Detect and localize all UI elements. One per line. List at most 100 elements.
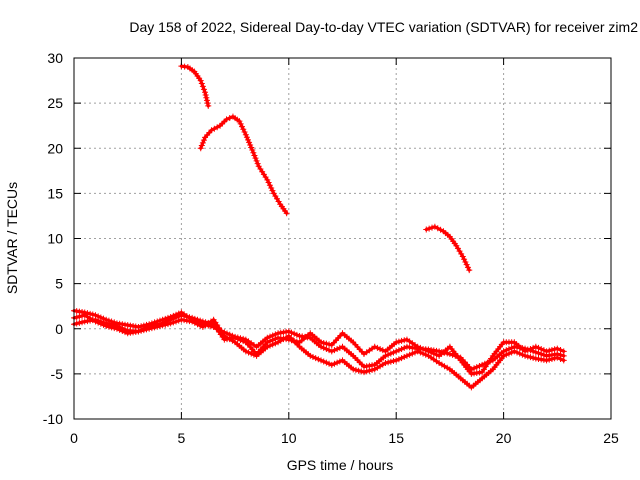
data-point-marker xyxy=(401,353,408,360)
data-point-marker xyxy=(355,367,362,374)
data-point-marker xyxy=(326,347,333,354)
data-point-marker xyxy=(240,126,247,133)
data-point-marker xyxy=(119,328,126,335)
tick-labels: 0 5 10 15 20 25 -10 -5 0 5 10 15 20 25 30 xyxy=(43,50,619,446)
data-point-marker xyxy=(522,348,529,355)
data-point-marker xyxy=(429,224,435,231)
data-point-marker xyxy=(446,351,453,358)
data-point-marker xyxy=(253,157,260,164)
data-point-marker xyxy=(393,339,400,346)
data-point-marker xyxy=(143,324,150,331)
data-point-marker xyxy=(326,360,333,367)
data-point-marker xyxy=(385,359,392,366)
data-point-marker xyxy=(268,184,275,191)
data-point-marker xyxy=(395,356,402,363)
data-point-marker xyxy=(116,326,123,333)
data-point-marker xyxy=(199,139,206,146)
data-point-marker xyxy=(318,357,325,364)
data-point-marker xyxy=(237,337,244,344)
x-tick-label: 0 xyxy=(70,430,78,446)
data-point-marker xyxy=(422,347,429,354)
data-point-marker xyxy=(100,321,107,328)
data-point-marker xyxy=(530,354,537,361)
data-point-marker xyxy=(546,347,553,354)
data-point-marker xyxy=(393,357,400,364)
y-tick-label: 10 xyxy=(47,231,63,247)
data-point-marker xyxy=(204,100,211,107)
data-point-marker xyxy=(395,338,402,345)
data-point-marker xyxy=(288,337,295,344)
data-point-marker xyxy=(267,338,274,345)
data-point-marker xyxy=(73,314,80,321)
data-point-marker xyxy=(511,348,518,355)
data-point-marker xyxy=(266,182,273,189)
data-point-marker xyxy=(95,319,102,326)
data-point-marker xyxy=(406,351,413,358)
data-point-marker xyxy=(369,367,376,374)
data-point-marker xyxy=(242,131,249,138)
data-point-marker xyxy=(105,323,112,330)
data-point-marker xyxy=(197,145,204,152)
data-point-marker xyxy=(240,338,247,345)
data-point-marker xyxy=(159,320,166,327)
data-point-marker xyxy=(464,264,471,271)
data-point-marker xyxy=(167,316,174,323)
x-tick-label: 10 xyxy=(281,430,297,446)
data-point-marker xyxy=(554,354,561,361)
data-point-marker xyxy=(122,329,129,336)
data-point-marker xyxy=(249,147,256,154)
data-point-marker xyxy=(532,349,539,356)
data-point-marker xyxy=(164,317,171,324)
data-point-marker xyxy=(551,355,558,362)
data-point-marker xyxy=(232,334,239,341)
series-arc-high-1 xyxy=(178,63,212,109)
series-arc-high-2 xyxy=(197,113,290,217)
data-point-marker xyxy=(420,346,427,353)
x-tick-label: 15 xyxy=(388,430,404,446)
data-point-marker xyxy=(312,355,319,362)
data-point-marker xyxy=(328,361,335,368)
data-point-marker xyxy=(238,123,245,130)
data-point-marker xyxy=(202,319,209,326)
data-point-marker xyxy=(363,368,370,375)
y-tick-label: 25 xyxy=(47,95,63,111)
data-point-marker xyxy=(336,344,343,351)
data-point-marker xyxy=(237,120,244,127)
data-point-marker xyxy=(414,343,421,350)
data-point-marker xyxy=(272,335,279,342)
data-point-marker xyxy=(527,354,534,361)
data-point-marker xyxy=(265,179,272,186)
data-point-marker xyxy=(401,337,408,344)
data-series xyxy=(71,63,567,391)
data-point-marker xyxy=(557,355,564,362)
data-point-marker xyxy=(334,359,341,366)
data-point-marker xyxy=(560,348,567,355)
data-point-marker xyxy=(248,144,255,151)
data-point-marker xyxy=(505,350,512,357)
axes xyxy=(73,57,612,420)
data-point-marker xyxy=(543,348,550,355)
data-point-marker xyxy=(285,336,292,343)
data-point-marker xyxy=(360,369,367,376)
data-point-marker xyxy=(540,347,547,354)
data-point-marker xyxy=(247,141,254,148)
data-point-marker xyxy=(532,343,539,350)
data-point-marker xyxy=(79,319,86,326)
data-point-marker xyxy=(315,356,322,363)
data-point-marker xyxy=(466,267,473,274)
data-point-marker xyxy=(546,356,553,363)
data-point-marker xyxy=(390,349,397,356)
data-point-marker xyxy=(461,256,468,263)
data-point-marker xyxy=(250,149,257,156)
data-point-marker xyxy=(551,346,558,353)
data-point-marker xyxy=(245,349,252,356)
data-point-marker xyxy=(198,80,205,87)
data-point-marker xyxy=(269,187,276,194)
data-point-marker xyxy=(269,337,276,344)
data-point-marker xyxy=(178,312,185,319)
data-point-marker xyxy=(251,152,258,159)
data-point-marker xyxy=(557,346,564,353)
data-point-marker xyxy=(264,176,271,183)
data-point-marker xyxy=(76,319,83,326)
